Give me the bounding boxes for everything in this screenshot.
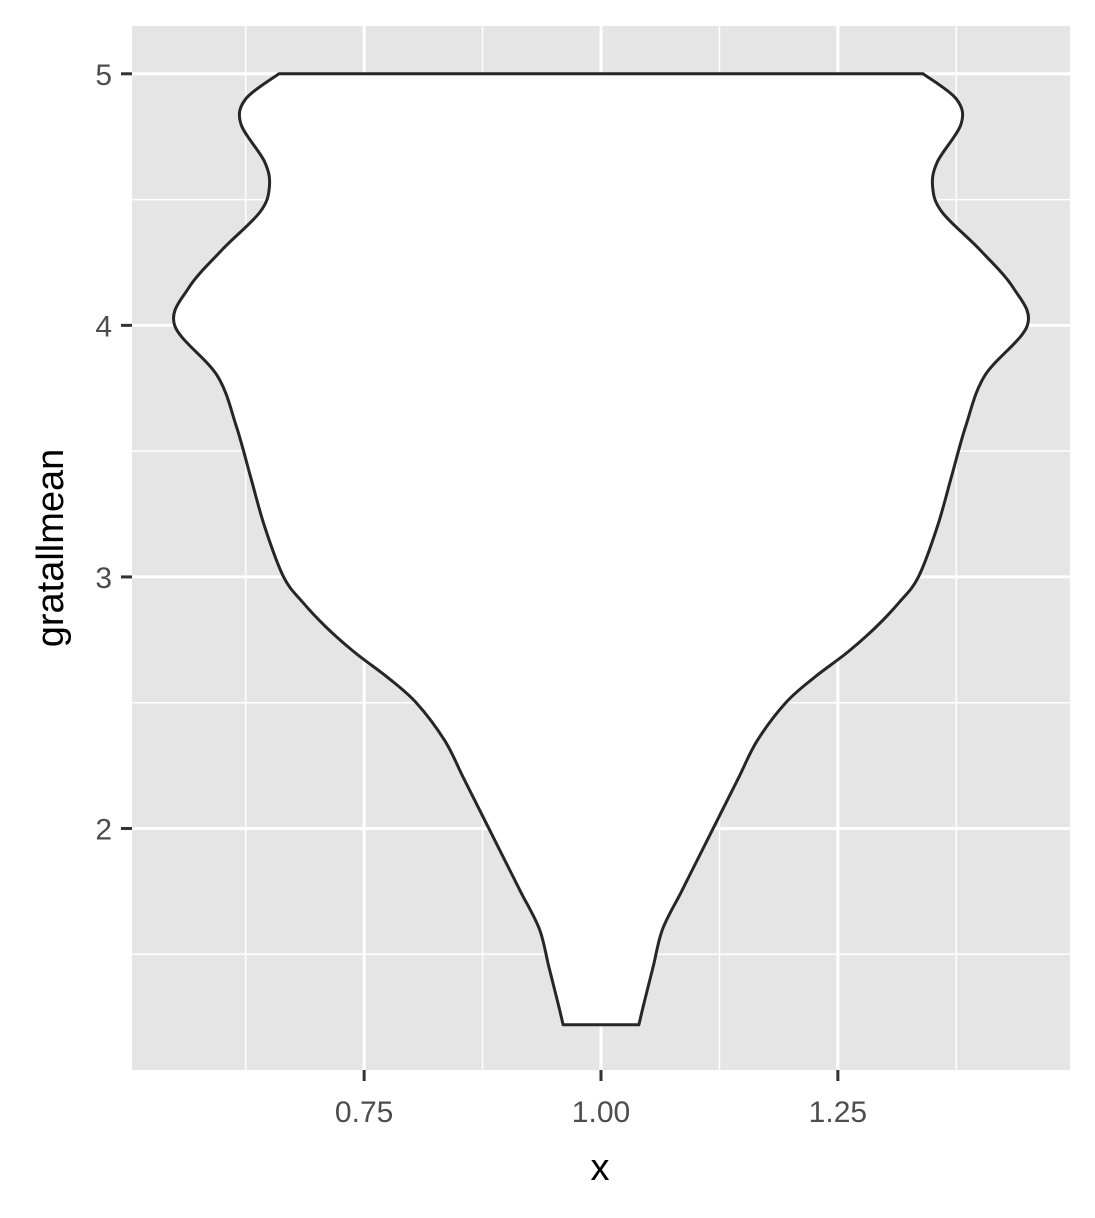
x-tick-label: 0.75	[335, 1096, 393, 1129]
y-tick-label: 4	[95, 310, 112, 343]
y-axis-title: gratallmean	[30, 449, 72, 648]
x-axis: 0.75 1.00 1.25	[335, 1070, 867, 1129]
y-tick-label: 2	[95, 813, 112, 846]
x-tick-label: 1.25	[809, 1096, 867, 1129]
x-axis-title: x	[591, 1147, 610, 1189]
y-axis: 2 3 4 5	[95, 59, 132, 846]
x-tick-label: 1.00	[572, 1096, 630, 1129]
violin-shape	[172, 72, 1030, 1027]
y-tick-label: 3	[95, 562, 112, 595]
y-tick-label: 5	[95, 59, 112, 92]
